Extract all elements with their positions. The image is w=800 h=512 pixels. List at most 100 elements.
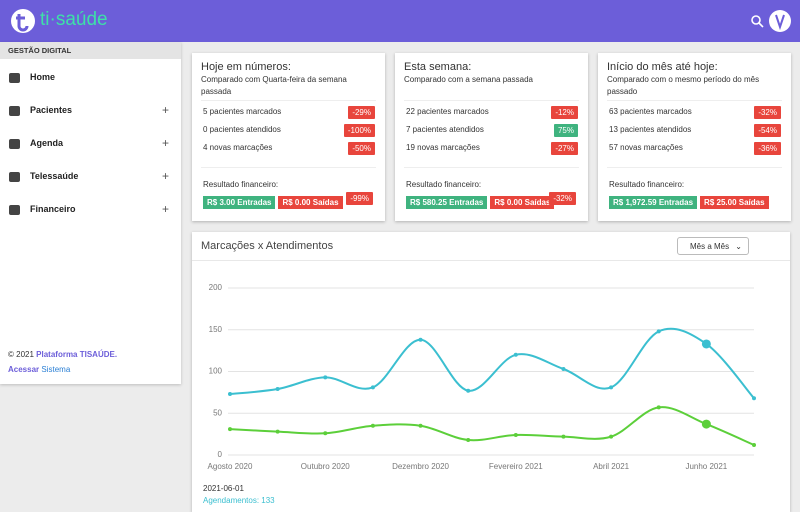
data-point: [228, 427, 232, 432]
stat-badge: -32%: [754, 106, 781, 119]
divider: [201, 167, 376, 168]
card-subtitle: Comparado com a semana passada: [404, 75, 533, 84]
menu-icon: [9, 106, 20, 116]
stat-badge: -27%: [551, 142, 578, 155]
x-tick-label: Outubro 2020: [301, 462, 350, 471]
finance-badge: -32%: [549, 192, 576, 205]
menu-label: Agenda: [30, 138, 64, 148]
stat-badge: -54%: [754, 124, 781, 137]
divider: [201, 100, 376, 101]
data-point: [609, 385, 614, 390]
divider: [607, 100, 782, 101]
menu-label: Home: [30, 72, 56, 82]
divider: [192, 260, 790, 261]
footer: © 2021 Plataforma TISAÚDE.: [8, 350, 117, 359]
data-point: [323, 431, 328, 436]
menu-label: Telessaúde: [30, 171, 79, 181]
x-tick-label: Fevereiro 2021: [489, 462, 543, 471]
data-point: [701, 419, 711, 429]
card-subtitle: Comparado com Quarta-feira da semana pas…: [201, 75, 347, 96]
chart-title: Marcações x Atendimentos: [201, 240, 334, 252]
stat-label: 22 pacientes marcados: [406, 107, 489, 116]
expand-icon: +: [162, 169, 170, 183]
period-select[interactable]: Mês a Mês ⌄: [677, 237, 749, 255]
menu-item[interactable]: Agenda +: [0, 136, 181, 156]
expand-icon: +: [162, 202, 170, 216]
card-title: Esta semana:: [404, 61, 472, 73]
x-tick-label: Abril 2021: [593, 462, 630, 471]
menu-label: Financeiro: [30, 204, 76, 214]
summary-card: Esta semana: Comparado com a semana passa…: [395, 53, 588, 221]
tooltip-value: Agendamentos: 133: [203, 496, 275, 505]
data-point: [466, 437, 471, 442]
expand-icon: +: [162, 136, 170, 150]
data-point: [275, 429, 280, 434]
series-line: [229, 327, 755, 399]
stat-label: 57 novas marcações: [609, 143, 683, 152]
divider: [404, 100, 579, 101]
menu-label: Pacientes: [30, 105, 73, 115]
data-point: [418, 337, 423, 342]
income-tag: R$ 3.00 Entradas: [203, 196, 276, 209]
finance-tags: R$ 3.00 Entradas R$ 0.00 Saídas: [203, 192, 346, 210]
menu-icon: [9, 172, 20, 182]
sidebar: GESTÃO DIGITAL Home Pacientes + Agenda + Tele…: [0, 42, 181, 384]
line-chart: 0 50 100 150 200 Agosto 2020 Outubro 2020 Dezem…: [208, 283, 756, 471]
logo-text: ti·saúde: [40, 9, 108, 30]
menu-item[interactable]: Financeiro +: [0, 202, 181, 222]
data-point: [656, 405, 661, 410]
access-rest[interactable]: Sistema: [41, 365, 71, 374]
finance-label: Resultado financeiro:: [203, 180, 279, 189]
data-point: [228, 392, 232, 397]
menu-item[interactable]: Home: [0, 70, 181, 90]
avatar[interactable]: [768, 9, 792, 33]
menu-icon: [9, 205, 20, 215]
finance-label: Resultado financeiro:: [406, 180, 482, 189]
expense-tag: R$ 0.00 Saídas: [490, 196, 555, 209]
y-tick-label: 150: [209, 325, 223, 334]
finance-badge: -99%: [346, 192, 373, 205]
data-point: [275, 387, 280, 392]
y-tick-label: 50: [213, 408, 222, 417]
stat-badge: -29%: [348, 106, 375, 119]
stat-badge: -12%: [551, 106, 578, 119]
access-link[interactable]: Acessar: [8, 365, 40, 374]
data-point: [561, 434, 566, 439]
card-subtitle: Comparado com o mesmo período do mês pas…: [607, 75, 760, 96]
menu-item[interactable]: Pacientes +: [0, 103, 181, 123]
menu-icon: [9, 139, 20, 149]
stat-label: 5 pacientes marcados: [203, 107, 282, 116]
data-point: [418, 423, 423, 428]
divider: [607, 167, 782, 168]
chart-panel: Marcações x Atendimentos Mês a Mês ⌄ 0 50 1…: [192, 232, 790, 512]
y-tick-label: 200: [209, 283, 223, 292]
stat-label: 4 novas marcações: [203, 143, 273, 152]
stat-badge: -36%: [754, 142, 781, 155]
search-icon[interactable]: [750, 14, 764, 28]
y-tick-label: 100: [209, 367, 223, 376]
data-point: [323, 375, 328, 380]
expand-icon: +: [162, 103, 170, 117]
brand[interactable]: Plataforma TISAÚDE.: [36, 350, 118, 359]
stat-badge: 75%: [553, 124, 578, 137]
finance-tags: R$ 580.25 Entradas R$ 0.00 Saídas: [406, 192, 557, 210]
data-point: [656, 329, 661, 334]
copyright: © 2021: [8, 350, 34, 359]
sidebar-section: GESTÃO DIGITAL: [0, 42, 181, 59]
menu-icon: [9, 73, 20, 83]
expense-tag: R$ 25.00 Saídas: [700, 196, 769, 209]
data-point: [752, 442, 756, 447]
stat-label: 63 pacientes marcados: [609, 107, 692, 116]
data-point: [513, 352, 518, 357]
logo-icon: [11, 9, 35, 33]
x-tick-label: Junho 2021: [685, 462, 727, 471]
data-point: [466, 388, 471, 393]
data-point: [752, 396, 756, 401]
summary-card: Hoje em números: Comparado com Quarta-fei…: [192, 53, 385, 221]
selected-date: 2021-06-01: [203, 484, 244, 493]
menu-item[interactable]: Telessaúde +: [0, 169, 181, 189]
series-line: [229, 406, 755, 446]
top-bar: ti·saúde: [0, 0, 800, 42]
data-point: [561, 366, 566, 371]
data-point: [370, 385, 375, 390]
